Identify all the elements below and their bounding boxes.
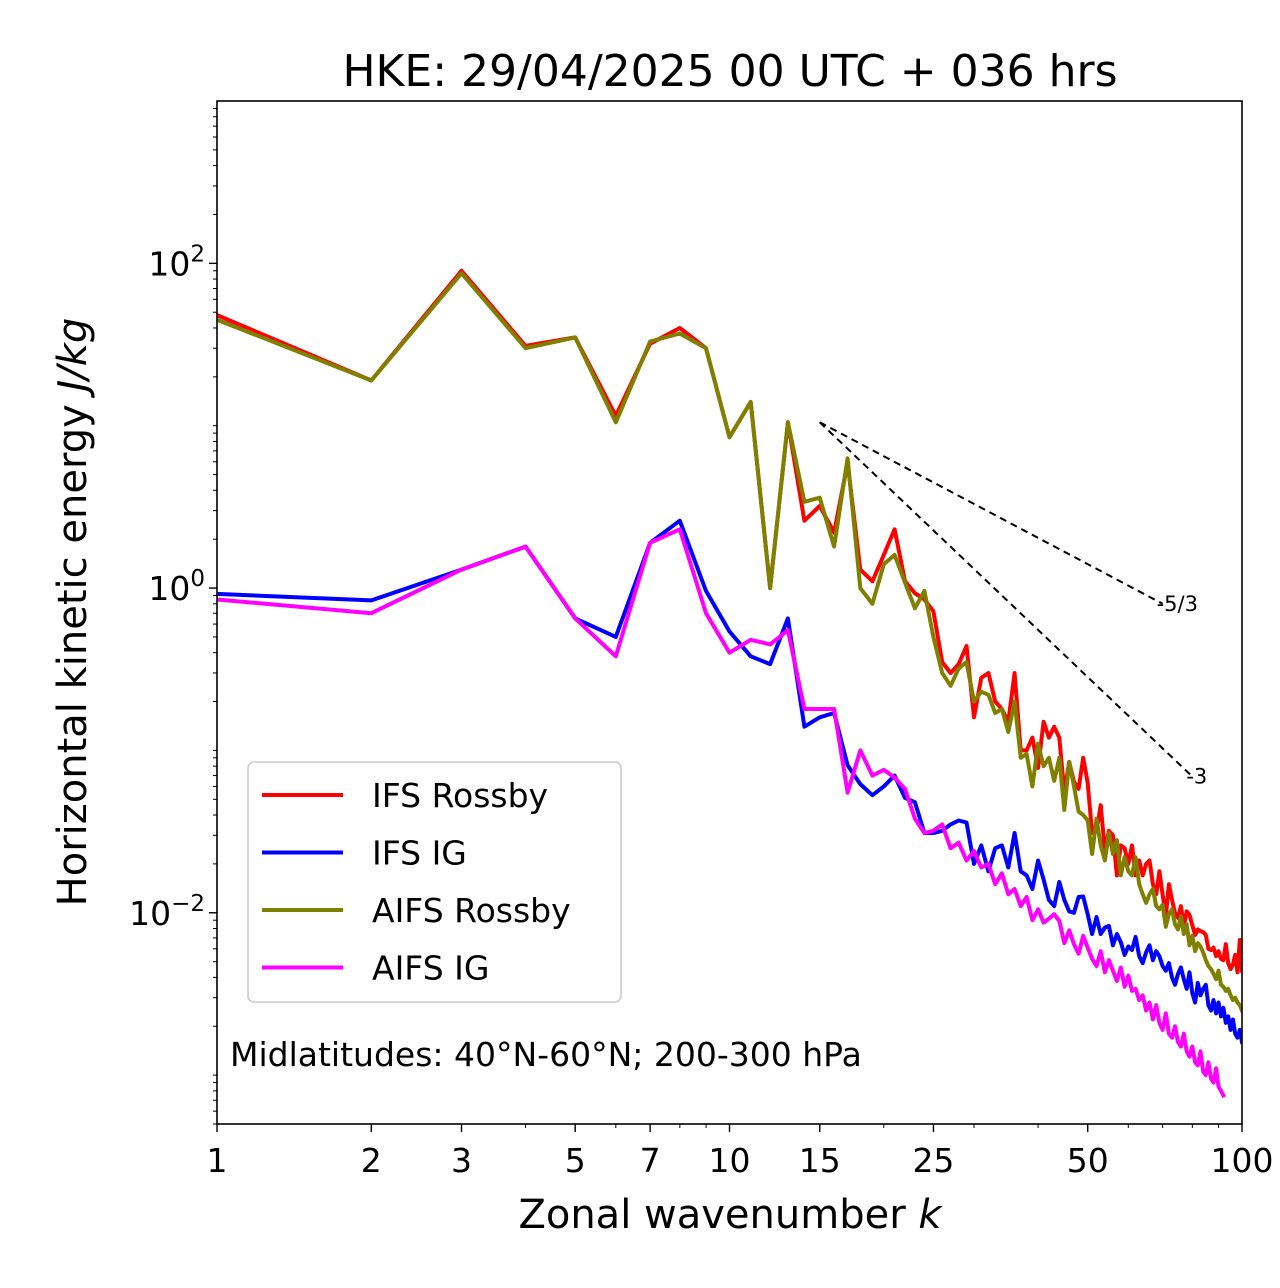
chart-title: HKE: 29/04/2025 00 UTC + 036 hrs bbox=[342, 46, 1117, 97]
y-tick-base: 10 bbox=[148, 569, 190, 608]
x-tick-label: 7 bbox=[640, 1141, 661, 1180]
x-axis-label: Zonal wavenumber bbox=[518, 1192, 906, 1238]
region-annotation: Midlatitudes: 40°N-60°N; 200-300 hPa bbox=[230, 1035, 862, 1074]
x-tick-label: 100 bbox=[1211, 1141, 1274, 1180]
x-tick-label: 25 bbox=[912, 1141, 954, 1180]
reference-slope-labels: -5/3 -3 bbox=[1157, 592, 1208, 789]
x-tick-label: 10 bbox=[709, 1141, 751, 1180]
y-tick-exponent: 2 bbox=[190, 241, 205, 267]
x-tick-label: 2 bbox=[361, 1141, 382, 1180]
legend-label: IFS Rossby bbox=[372, 776, 548, 815]
legend-label: AIFS IG bbox=[372, 949, 489, 988]
y-tick-exponent: 0 bbox=[190, 566, 205, 592]
y-tick-exponent: −2 bbox=[171, 891, 205, 917]
x-tick-label: 50 bbox=[1067, 1141, 1109, 1180]
y-tick-label: 10−2 bbox=[129, 891, 205, 933]
legend-label: AIFS Rossby bbox=[372, 891, 571, 930]
series-line-aifs-ig bbox=[217, 527, 1227, 1099]
x-axis-ticks: 1 2 3 5 7 10 15 25 50 100 bbox=[207, 1124, 1274, 1180]
x-axis-variable: k bbox=[918, 1192, 943, 1238]
reference-slope-label: -5/3 bbox=[1157, 592, 1198, 616]
y-axis-title: Horizontal kinetic energy J/kg bbox=[50, 318, 96, 907]
x-axis-title: Zonal wavenumber k bbox=[518, 1192, 943, 1238]
legend: IFS Rossby IFS IG AIFS Rossby AIFS IG bbox=[247, 761, 622, 1003]
x-tick-label: 1 bbox=[207, 1141, 228, 1180]
legend-label: IFS IG bbox=[372, 834, 467, 873]
x-tick-label: 3 bbox=[451, 1141, 472, 1180]
y-axis-unit: J/kg bbox=[50, 318, 96, 399]
data-series bbox=[217, 268, 1242, 1099]
reference-slope-line bbox=[819, 421, 1164, 605]
y-tick-label: 100 bbox=[148, 566, 205, 608]
reference-slope-label: -3 bbox=[1186, 765, 1207, 789]
y-tick-base: 10 bbox=[129, 894, 171, 933]
reference-slope-line bbox=[819, 421, 1194, 778]
y-tick-label: 102 bbox=[148, 241, 205, 283]
legend-box bbox=[247, 761, 622, 1003]
series-line-aifs-rossby bbox=[217, 271, 1242, 1014]
y-axis-label: Horizontal kinetic energy bbox=[50, 404, 96, 906]
x-tick-label: 5 bbox=[565, 1141, 586, 1180]
x-tick-label: 15 bbox=[799, 1141, 841, 1180]
y-tick-base: 10 bbox=[148, 244, 190, 283]
reference-slopes bbox=[819, 421, 1194, 778]
